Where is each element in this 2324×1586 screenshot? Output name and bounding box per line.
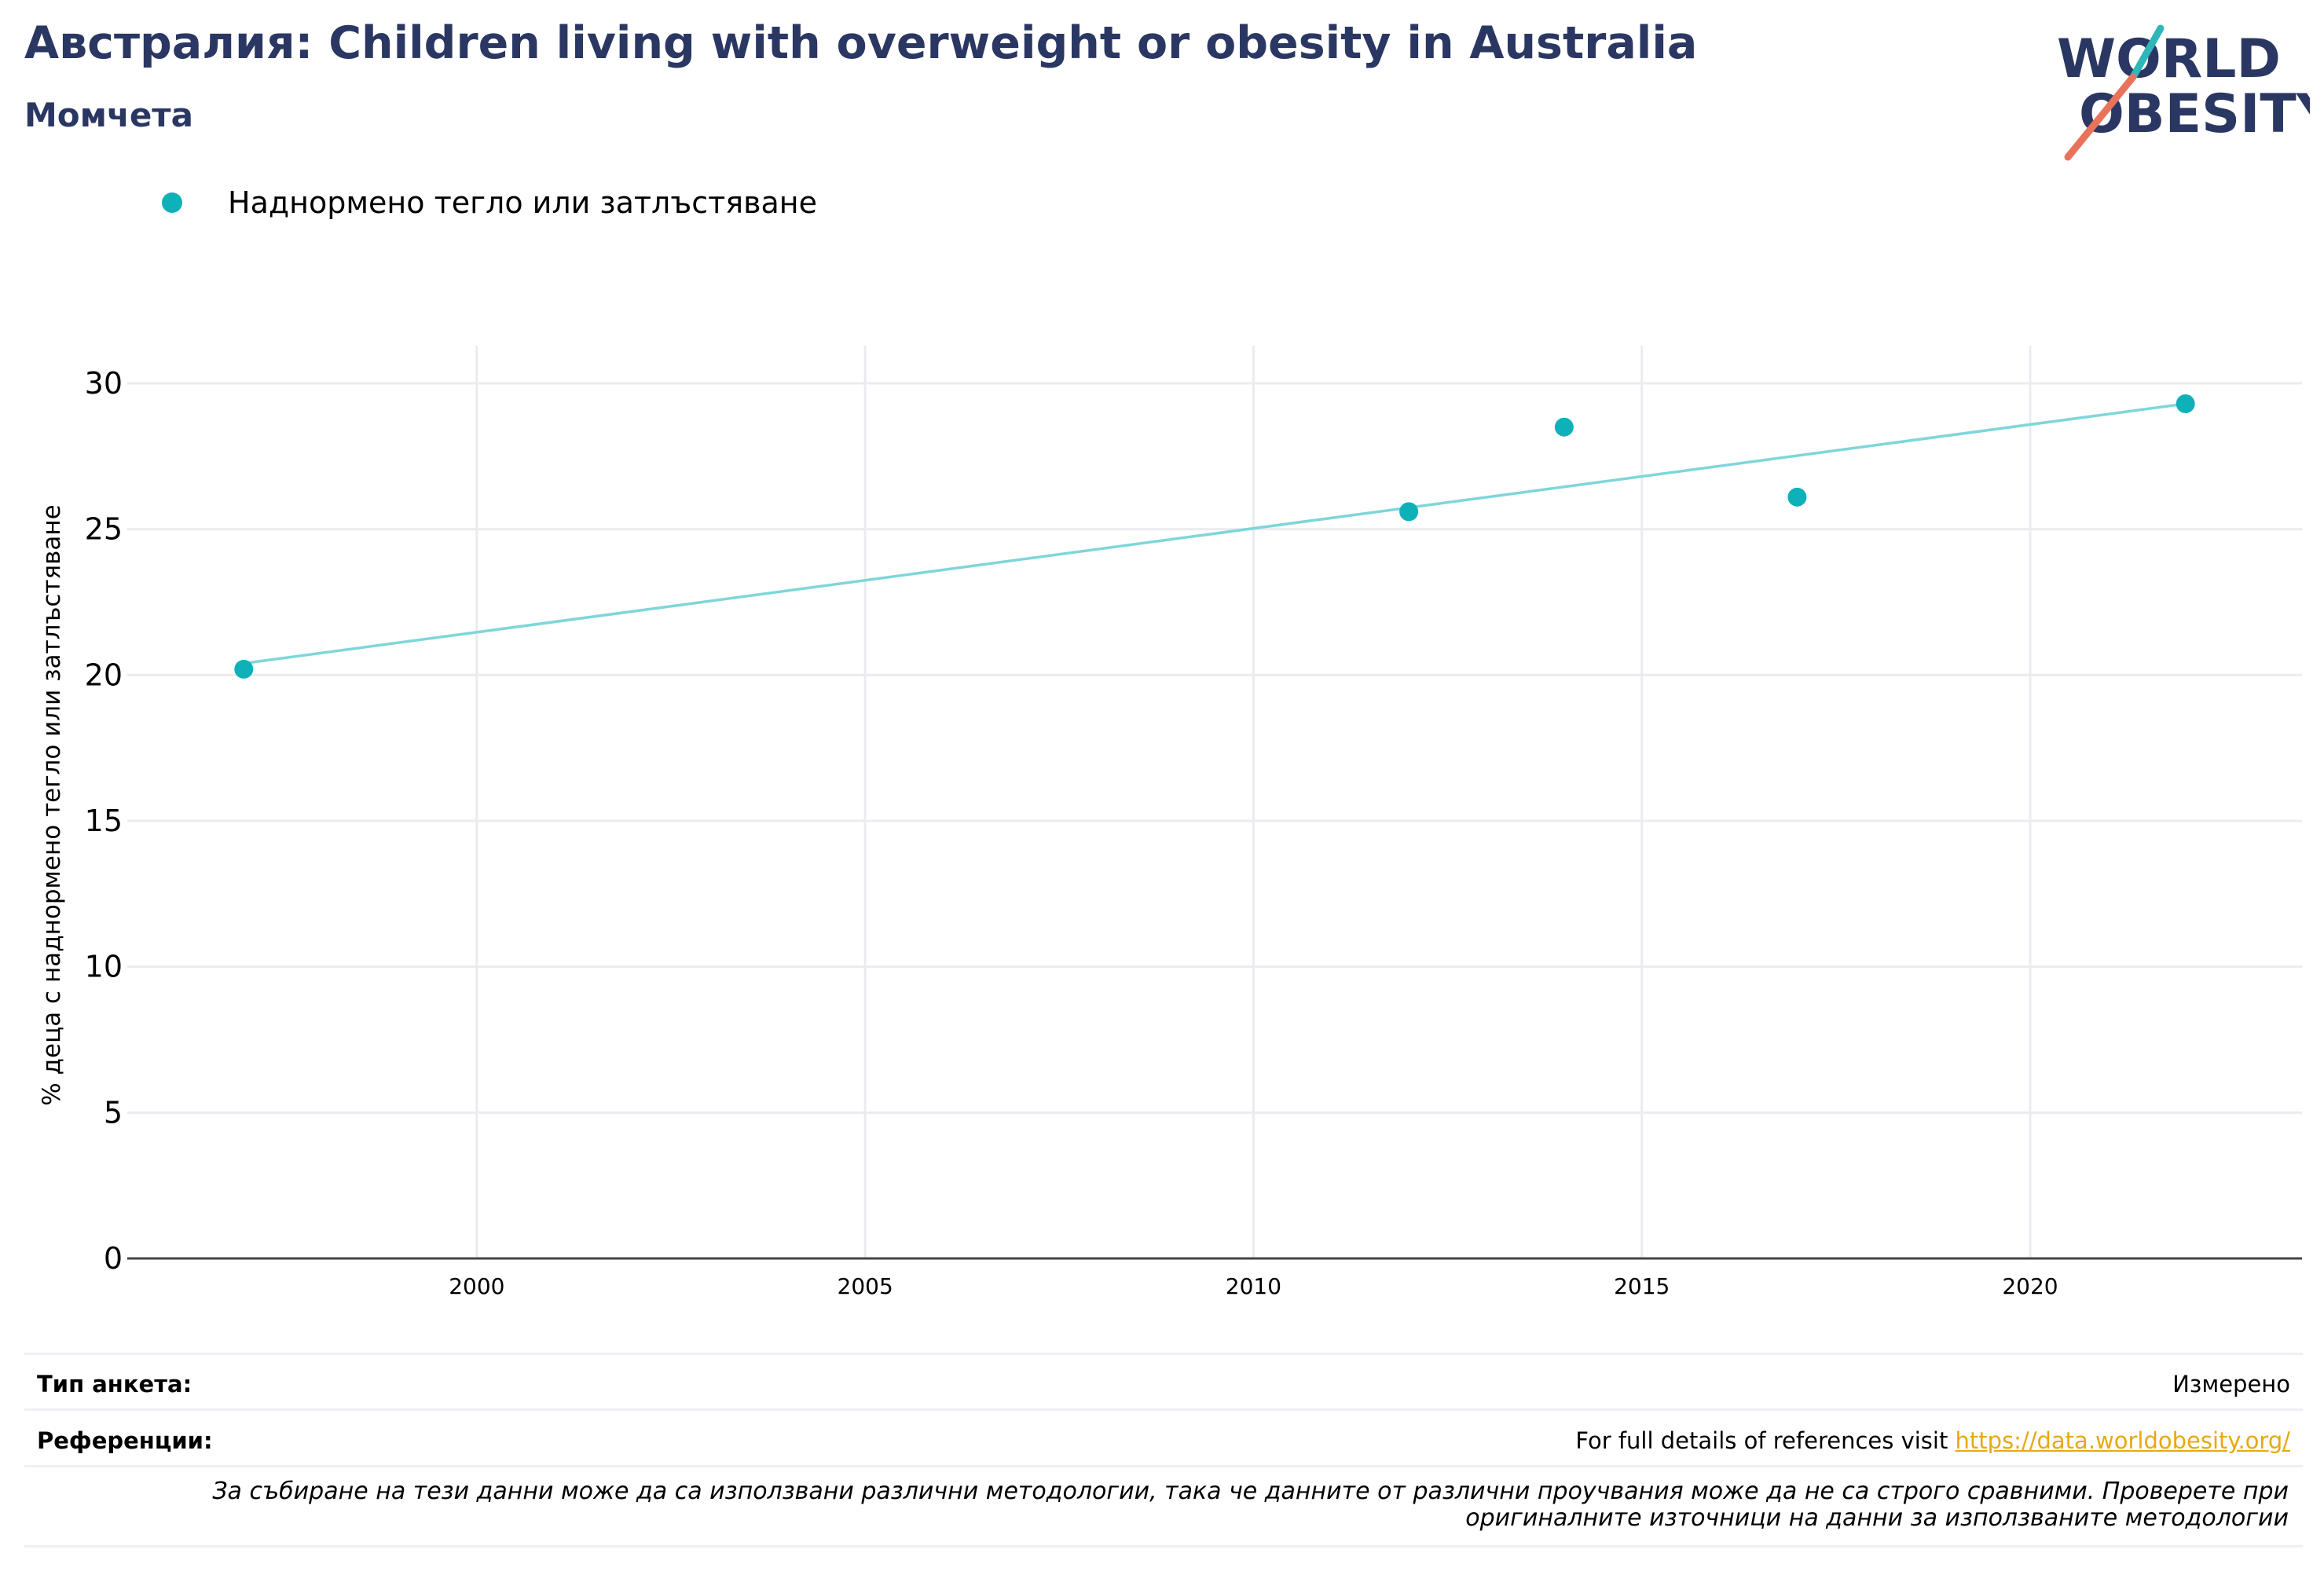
methodology-note-line-2: оригиналните източници на данни за изпол… xyxy=(1465,1504,2289,1532)
survey-type-key: Тип анкета: xyxy=(37,1371,192,1397)
methodology-note: За събиране на тези данни може да са изп… xyxy=(89,1478,2289,1532)
x-tick-label: 2000 xyxy=(449,1273,504,1299)
chart-title: Австралия: Children living with overweig… xyxy=(24,17,1698,69)
footer-divider xyxy=(24,1545,2303,1548)
legend-label: Наднормено тегло или затлъстяване xyxy=(228,185,817,220)
svg-text:WORLD: WORLD xyxy=(2057,28,2281,90)
data-point xyxy=(1399,502,1419,522)
data-point xyxy=(1787,487,1807,507)
x-tick-label: 2015 xyxy=(1614,1273,1670,1299)
plot-area: 2000 2005 2010 2015 2020 0 5 10 15 20 25 30 xyxy=(85,346,2302,1299)
data-point xyxy=(234,659,254,679)
legend-marker xyxy=(162,192,182,213)
y-tick-label: 20 xyxy=(85,657,123,692)
y-tick-label: 5 xyxy=(104,1095,123,1130)
data-point xyxy=(2176,394,2195,413)
references-value: For full details of references visit htt… xyxy=(1575,1427,2290,1454)
y-tick-label: 25 xyxy=(85,512,123,547)
references-link[interactable]: https://data.worldobesity.org/ xyxy=(1955,1427,2290,1454)
trend-line xyxy=(244,402,2186,665)
survey-type-value: Измерено xyxy=(2172,1371,2290,1397)
y-tick-label: 30 xyxy=(85,366,123,401)
world-obesity-logo: WORLD OBESITY xyxy=(2057,24,2310,161)
y-tick-label: 0 xyxy=(104,1241,123,1276)
chart-subtitle: Момчета xyxy=(24,96,193,134)
x-tick-label: 2010 xyxy=(1226,1273,1281,1299)
footer-divider xyxy=(24,1353,2303,1355)
references-key: Референции: xyxy=(37,1427,213,1454)
data-point xyxy=(1554,417,1574,437)
footer-divider xyxy=(24,1465,2303,1467)
x-tick-label: 2020 xyxy=(2002,1273,2058,1299)
legend: Наднормено тегло или затлъстяване xyxy=(162,181,817,225)
footer-divider xyxy=(24,1408,2303,1411)
y-tick-label: 15 xyxy=(85,804,123,838)
references-text: For full details of references visit xyxy=(1575,1427,1956,1454)
y-tick-label: 10 xyxy=(85,950,123,984)
methodology-note-line-1: За събиране на тези данни може да са изп… xyxy=(212,1478,2289,1505)
x-tick-label: 2005 xyxy=(838,1273,893,1299)
